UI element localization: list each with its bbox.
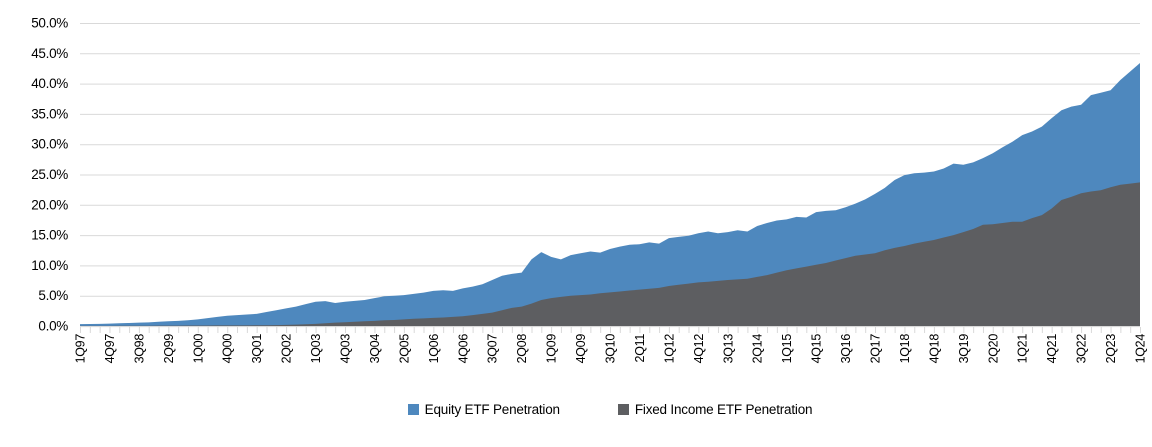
- x-axis-label: 1Q03: [309, 334, 323, 364]
- x-axis-label: 4Q12: [692, 334, 706, 364]
- x-axis-label: 3Q04: [368, 334, 382, 364]
- y-axis-label: 35.0%: [31, 106, 68, 121]
- x-axis-label: 4Q18: [927, 334, 941, 364]
- y-axis-label: 50.0%: [31, 16, 68, 31]
- x-axis-label: 3Q22: [1075, 334, 1089, 364]
- x-axis-label: 4Q21: [1045, 334, 1059, 364]
- x-axis-label: 2Q05: [397, 334, 411, 364]
- x-axis-label: 4Q09: [574, 334, 588, 364]
- x-axis-label: 2Q08: [515, 334, 529, 364]
- y-axis-label: 20.0%: [31, 197, 68, 212]
- x-axis-label: 2Q14: [751, 334, 765, 364]
- x-axis-label: 1Q18: [898, 334, 912, 364]
- x-axis-label: 4Q06: [456, 334, 470, 364]
- x-axis-label: 3Q16: [839, 334, 853, 364]
- x-axis-label: 4Q15: [810, 334, 824, 364]
- x-axis-label: 2Q11: [633, 334, 647, 363]
- legend-label-fixed-income: Fixed Income ETF Penetration: [634, 402, 813, 417]
- legend-label-equity: Equity ETF Penetration: [424, 402, 560, 417]
- x-axis-label: 2Q99: [162, 334, 176, 364]
- x-axis-label: 4Q97: [103, 334, 117, 364]
- fixed-income-area-series: [80, 182, 1140, 326]
- x-axis-label: 3Q07: [486, 334, 500, 364]
- x-axis-label: 2Q20: [986, 334, 1000, 364]
- x-axis-label: 4Q00: [221, 334, 235, 364]
- x-axis-label: 1Q21: [1016, 334, 1030, 364]
- y-axis-label: 45.0%: [31, 46, 68, 61]
- y-axis-label: 15.0%: [31, 228, 68, 243]
- x-axis-label: 1Q97: [74, 334, 88, 364]
- y-axis-label: 30.0%: [31, 137, 68, 152]
- x-axis-label: 2Q02: [280, 334, 294, 364]
- x-axis-label: 3Q19: [957, 334, 971, 364]
- x-axis-label: 2Q23: [1104, 334, 1118, 364]
- x-axis-label: 1Q00: [191, 334, 205, 364]
- y-axis-label: 0.0%: [38, 319, 68, 334]
- x-axis-label: 1Q15: [780, 334, 794, 364]
- x-axis-label: 2Q17: [869, 334, 883, 364]
- y-axis-label: 25.0%: [31, 167, 68, 182]
- legend-item-equity: Equity ETF Penetration: [407, 402, 560, 417]
- chart-plot-area: 50.0% 45.0% 40.0% 35.0% 30.0% 25.0% 20.0% 15.0%…: [31, 16, 1148, 364]
- y-axis-label: 40.0%: [31, 76, 68, 91]
- x-axis-label: 3Q98: [132, 334, 146, 364]
- x-axis-label: 1Q12: [662, 334, 676, 364]
- x-axis-label: 1Q06: [427, 334, 441, 364]
- y-axis-label: 5.0%: [38, 288, 68, 303]
- x-axis-label: 4Q03: [339, 334, 353, 364]
- equity-series-swatch-icon: [407, 404, 419, 415]
- x-axis-label: 3Q10: [604, 334, 618, 364]
- x-axis-label: 3Q13: [721, 334, 735, 364]
- x-axis-label: 1Q24: [1134, 334, 1148, 364]
- fixed-income-series-swatch-icon: [617, 404, 629, 415]
- chart-legend: Equity ETF Penetration Fixed Income ETF …: [80, 402, 1140, 417]
- legend-item-fixed-income: Fixed Income ETF Penetration: [617, 402, 813, 417]
- x-axis-label: 1Q09: [545, 334, 559, 364]
- x-axis-label: 3Q01: [250, 334, 264, 364]
- y-axis-label: 10.0%: [31, 258, 68, 273]
